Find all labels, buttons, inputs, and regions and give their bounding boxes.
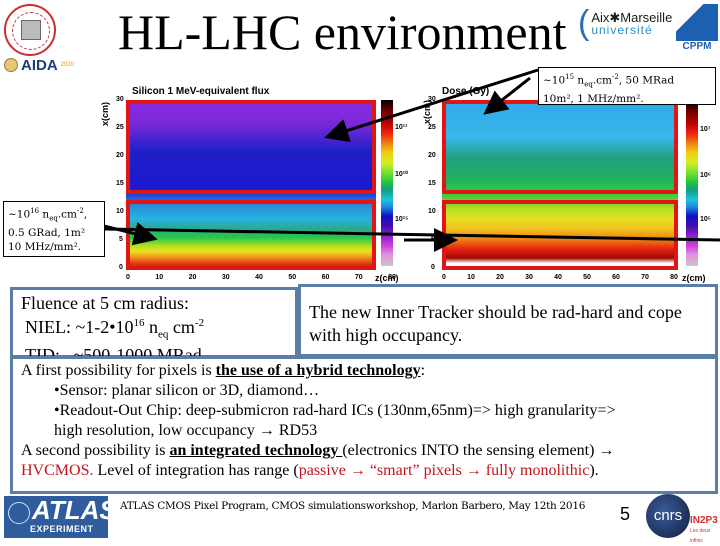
cppm-logo: CPPM	[676, 4, 718, 52]
atlas-logo-text: ATLAS	[32, 495, 117, 525]
flux-outer-region	[126, 100, 376, 194]
technology-options-box: A first possibility for pixels is the us…	[10, 356, 718, 494]
globe-icon	[8, 502, 30, 524]
outer-callout-line1: ~1015 neq.cm-2, 50 MRad	[543, 73, 675, 89]
x-tick: 70	[354, 274, 363, 281]
arrow-inner-line	[103, 227, 720, 242]
page-number: 5	[620, 504, 631, 524]
x-tick: 50	[288, 274, 297, 281]
x-tick: 60	[612, 274, 620, 281]
x-tick: 20	[496, 274, 504, 281]
y-tick: 20	[116, 152, 124, 159]
amu-bracket-icon: (	[578, 4, 590, 42]
flux-x-ticks: 0 10 20 30 40 50 60 70 80	[126, 274, 396, 281]
amu-logo: ( Aix✱Marseille université	[578, 6, 672, 40]
x-tick: 50	[583, 274, 591, 281]
aida-year: 2020	[60, 62, 75, 68]
x-tick: 10	[467, 274, 475, 281]
dose-chart: Dose (Gy) x(cm) 30 25 20 15 10 5 0 0 10 …	[404, 86, 720, 286]
colorbar-tick: 10¹⁰	[395, 171, 408, 178]
bullet-sensor: •Sensor: planar silicon or 3D, diamond…	[54, 382, 320, 399]
integration-range: HVCMOS. Level of integration has range (…	[21, 462, 599, 479]
flux-colorbar	[381, 100, 393, 266]
detector-icon	[21, 20, 41, 40]
outer-callout: ~1015 neq.cm-2, 50 MRad 10m², 1 MHz/mm².	[538, 67, 716, 105]
arrow-outer-flux	[324, 68, 539, 142]
x-tick: 70	[641, 274, 649, 281]
amu-line1: Aix✱Marseille	[591, 9, 673, 25]
arrow-outer-dose	[483, 76, 531, 115]
y-tick: 10	[116, 208, 124, 215]
y-tick: 10	[428, 208, 436, 215]
hybrid-intro: A first possibility for pixels is the us…	[21, 362, 426, 379]
x-tick: 0	[442, 274, 446, 281]
tracker-text: The new Inner Tracker should be rad-hard…	[309, 302, 682, 345]
x-tick: 80	[670, 274, 678, 281]
inner-callout-line3: 10 MHz/mm².	[8, 240, 82, 253]
x-tick: 0	[126, 274, 130, 281]
y-tick: 20	[428, 152, 436, 159]
colorbar-tick: 10¹⁵	[395, 216, 409, 223]
bullet-readout: •Readout-Out Chip: deep-submicron rad-ha…	[54, 402, 616, 419]
atlas-pixel-logo	[4, 4, 56, 56]
slide-title: HL-LHC environment	[118, 4, 567, 60]
x-tick: 20	[188, 274, 197, 281]
flux-chart-title: Silicon 1 MeV-equivalent flux	[132, 86, 270, 97]
y-tick: 0	[431, 264, 435, 271]
inner-callout: ~1016 neq.cm-2, 0.5 GRad, 1m² 10 MHz/mm²…	[3, 201, 105, 257]
y-tick: 30	[116, 96, 124, 103]
fluence-box: Fluence at 5 cm radius: NIEL: ~1-2•1016 …	[10, 287, 298, 365]
colorbar-tick: 10⁵	[700, 216, 712, 223]
x-tick: 30	[525, 274, 533, 281]
footer-text: ATLAS CMOS Pixel Program, CMOS simulatio…	[120, 500, 586, 512]
amu-line2: université	[591, 22, 653, 37]
y-tick: 5	[119, 236, 123, 243]
atlas-experiment-logo: ATLAS EXPERIMENT	[4, 496, 117, 538]
y-tick: 15	[428, 180, 436, 187]
inner-callout-line2: 0.5 GRad, 1m²	[8, 226, 86, 239]
dose-heatmap	[442, 100, 678, 270]
in2p3-logo: IN2P3 Les deux infinis	[690, 516, 720, 546]
aida-text: AIDA	[21, 56, 58, 74]
inner-callout-line1: ~1016 neq.cm-2,	[8, 207, 88, 223]
colorbar-tick: 10⁶	[700, 172, 712, 179]
cppm-text: CPPM	[676, 41, 718, 52]
x-tick: 80	[388, 274, 396, 281]
dose-x-label: z(cm)	[682, 273, 706, 283]
y-tick: 25	[428, 124, 436, 131]
tracker-requirement-box: The new Inner Tracker should be rad-hard…	[298, 284, 718, 357]
dose-x-ticks: 0 10 20 30 40 50 60 70 80	[442, 274, 678, 281]
cnrs-logo: cnrs	[646, 494, 690, 538]
colorbar-tick: 10⁷	[700, 126, 711, 133]
fluence-niel: NIEL: ~1-2•1016 neq cm-2	[25, 317, 205, 341]
y-tick: 15	[116, 180, 124, 187]
in2p3-text: IN2P3	[690, 515, 718, 526]
outer-callout-line2: 10m², 1 MHz/mm².	[543, 92, 644, 105]
bullet-readout-cont: high resolution, low occupancy → RD53	[54, 422, 318, 439]
dose-colorbar	[686, 100, 698, 266]
x-tick: 40	[255, 274, 263, 281]
y-tick: 25	[116, 124, 124, 131]
x-tick: 30	[221, 274, 230, 281]
integrated-intro: A second possibility is an integrated te…	[21, 442, 615, 459]
x-tick: 60	[321, 274, 330, 281]
aida-coin-icon	[4, 58, 18, 72]
flux-x-label: z(cm)	[375, 273, 399, 283]
x-tick: 40	[554, 274, 562, 281]
x-tick: 10	[155, 274, 164, 281]
y-tick: 0	[119, 264, 123, 271]
atlas-logo-subtext: EXPERIMENT	[30, 524, 94, 534]
colorbar-tick: 10¹¹	[395, 124, 408, 131]
fluence-heading: Fluence at 5 cm radius:	[21, 293, 189, 313]
in2p3-subtext: Les deux infinis	[690, 528, 711, 544]
y-tick: 30	[428, 96, 436, 103]
aida-logo: AIDA 2020	[4, 56, 74, 74]
logo-ring-icon	[12, 12, 50, 50]
